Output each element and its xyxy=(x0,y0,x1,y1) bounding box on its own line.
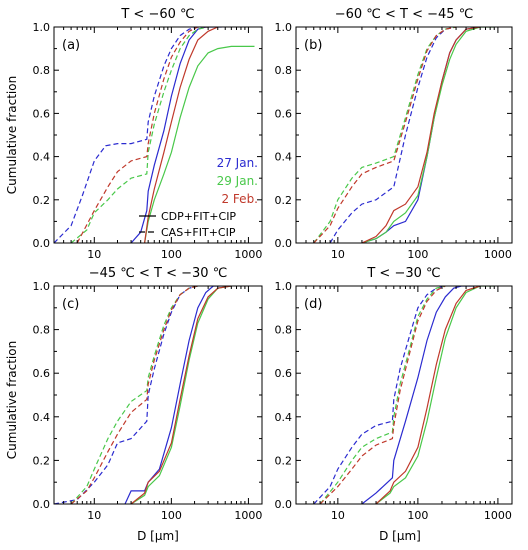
x-tick-label: 1000 xyxy=(234,248,262,261)
y-tick-label: 0.2 xyxy=(33,454,51,467)
series-line-29-jan-dashed xyxy=(319,286,446,504)
y-tick-label: 0.0 xyxy=(33,237,51,250)
legend-method-label: CAS+FIT+CIP xyxy=(161,226,236,239)
y-tick-label: 0.2 xyxy=(275,454,293,467)
series-group xyxy=(313,27,495,243)
chart-panel-a: T < −60 ℃ 0.0 0.2 0.4 0.6 0.8 1.0 10 100 1000 (a) xyxy=(33,7,263,261)
panel-label: (a) xyxy=(62,38,80,53)
x-tick-label: 100 xyxy=(407,509,428,522)
series-line-27-jan-dashed xyxy=(329,27,457,243)
x-tick-label: 100 xyxy=(161,509,182,522)
series-line-29-jan-solid xyxy=(130,286,232,504)
series-line-2-feb-solid xyxy=(361,27,481,243)
plot-frame xyxy=(295,26,513,244)
legend-date-label: 2 Feb. xyxy=(221,192,258,206)
series-line-2-feb-dashed xyxy=(313,27,457,243)
legend: 27 Jan. 29 Jan. 2 Feb. CDP+FIT+CIP CAS+FIT+C… xyxy=(139,156,258,239)
series-line-27-jan-dashed xyxy=(313,286,446,504)
series-line-27-jan-solid xyxy=(361,27,481,243)
panel-title: T < −60 ℃ xyxy=(120,7,194,22)
y-tick-label: 0.8 xyxy=(275,64,293,77)
series-line-29-jan-dashed xyxy=(313,27,457,243)
y-tick-label: 1.0 xyxy=(33,280,51,293)
series-line-29-jan-solid xyxy=(144,45,255,243)
series-line-2-feb-dashed xyxy=(70,286,198,504)
panel-label: (d) xyxy=(304,297,322,312)
chart-panel-d: T < −30 ℃ 0.0 0.2 0.4 0.6 0.8 1.0 10 100 1000 (d) xyxy=(275,266,513,522)
series-line-27-jan-dashed xyxy=(54,286,198,504)
y-tick-label: 0.8 xyxy=(33,324,51,337)
panel-label: (b) xyxy=(304,38,322,53)
x-tick-label: 10 xyxy=(331,248,345,261)
x-tick-label: 100 xyxy=(161,248,182,261)
series-line-2-feb-solid xyxy=(375,286,481,504)
chart-panel-b: −60 ℃ < T < −45 ℃ 0.0 0.2 0.4 0.6 0.8 1.0 10 100… xyxy=(275,7,513,261)
y-tick-label: 1.0 xyxy=(33,21,51,34)
series-line-2-feb-dashed xyxy=(76,27,209,243)
y-tick-label: 0.6 xyxy=(33,367,51,380)
series-line-2-feb-solid xyxy=(144,27,219,243)
x-tick-label: 1000 xyxy=(484,509,512,522)
legend-date-label: 29 Jan. xyxy=(217,174,258,188)
legend-date-label: 27 Jan. xyxy=(217,156,258,170)
x-axis-label-right: D [μm] xyxy=(379,529,421,543)
x-tick-label: 1000 xyxy=(234,509,262,522)
y-tick-label: 0.0 xyxy=(275,237,293,250)
y-tick-label: 0.8 xyxy=(33,64,51,77)
series-group xyxy=(54,286,232,504)
x-axis-label-left: D [μm] xyxy=(137,529,179,543)
y-tick-label: 0.0 xyxy=(275,498,293,511)
y-tick-label: 0.4 xyxy=(275,411,293,424)
series-line-29-jan-solid xyxy=(361,27,495,243)
panel-title: −60 ℃ < T < −45 ℃ xyxy=(335,7,474,22)
y-tick-label: 1.0 xyxy=(275,280,293,293)
series-line-27-jan-solid xyxy=(361,286,474,504)
series-line-27-jan-solid xyxy=(130,27,222,243)
series-group xyxy=(54,27,255,243)
y-tick-label: 1.0 xyxy=(275,21,293,34)
y-tick-label: 0.4 xyxy=(275,151,293,164)
series-group xyxy=(313,286,495,504)
series-line-2-feb-dashed xyxy=(319,286,446,504)
x-tick-label: 1000 xyxy=(484,248,512,261)
chart-panel-c: −45 ℃ < T < −30 ℃ 0.0 0.2 0.4 0.6 0.8 1.0 10 100… xyxy=(33,266,263,522)
y-axis-label-bottom: Cumulative fraction xyxy=(5,341,19,459)
panel-title: T < −30 ℃ xyxy=(366,266,440,281)
panel-title: −45 ℃ < T < −30 ℃ xyxy=(89,266,228,281)
y-tick-label: 0.0 xyxy=(33,498,51,511)
x-tick-label: 10 xyxy=(87,509,101,522)
y-tick-label: 0.4 xyxy=(33,151,51,164)
panel-label: (c) xyxy=(62,297,79,312)
x-tick-label: 10 xyxy=(331,509,345,522)
series-line-29-jan-solid xyxy=(375,286,495,504)
y-tick-label: 0.2 xyxy=(275,194,293,207)
y-axis-label-top: Cumulative fraction xyxy=(5,76,19,194)
legend-method-label: CDP+FIT+CIP xyxy=(161,210,236,223)
series-line-29-jan-dashed xyxy=(70,286,198,504)
y-tick-label: 0.2 xyxy=(33,194,51,207)
plot-frame xyxy=(295,285,513,505)
x-tick-label: 100 xyxy=(407,248,428,261)
y-tick-label: 0.6 xyxy=(275,367,293,380)
series-line-2-feb-solid xyxy=(130,286,232,504)
x-tick-label: 10 xyxy=(87,248,101,261)
y-tick-label: 0.4 xyxy=(33,411,51,424)
y-tick-label: 0.6 xyxy=(275,107,293,120)
series-line-27-jan-solid xyxy=(124,286,226,504)
y-tick-label: 0.6 xyxy=(33,107,51,120)
series-line-27-jan-dashed xyxy=(54,27,209,243)
y-tick-label: 0.8 xyxy=(275,324,293,337)
